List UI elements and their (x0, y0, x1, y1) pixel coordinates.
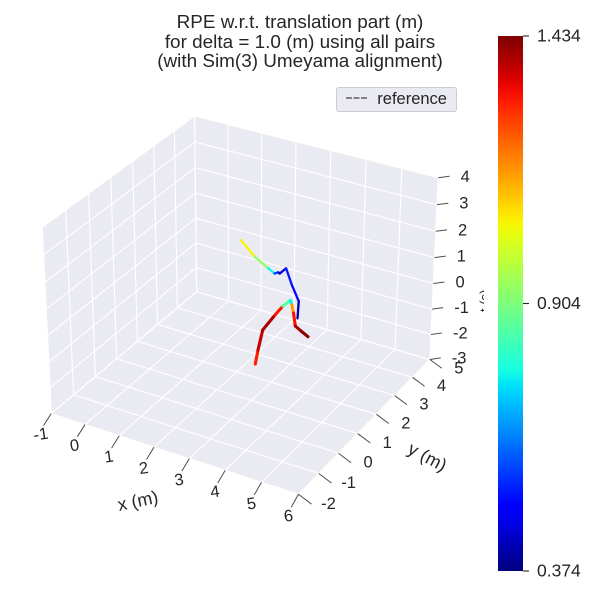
svg-text:1: 1 (383, 434, 392, 452)
svg-text:6: 6 (283, 507, 295, 526)
svg-text:0: 0 (455, 274, 464, 292)
svg-text:5: 5 (246, 495, 258, 514)
svg-text:1.434: 1.434 (537, 26, 581, 46)
svg-text:0: 0 (364, 454, 373, 472)
svg-text:4: 4 (461, 168, 470, 186)
svg-text:-2: -2 (453, 324, 468, 342)
svg-text:-1: -1 (454, 299, 469, 317)
svg-text:2: 2 (138, 459, 150, 478)
svg-text:-1: -1 (32, 425, 49, 445)
svg-text:1: 1 (103, 448, 115, 467)
svg-text:3: 3 (419, 396, 428, 414)
svg-text:4: 4 (209, 482, 221, 501)
svg-text:0: 0 (69, 436, 81, 455)
svg-text:0.904: 0.904 (537, 293, 581, 313)
svg-text:x (m): x (m) (116, 487, 160, 515)
svg-text:0.374: 0.374 (537, 561, 581, 581)
svg-text:-1: -1 (341, 474, 356, 492)
svg-text:4: 4 (437, 377, 446, 395)
svg-text:-2: -2 (321, 495, 336, 513)
svg-text:t (s): t (s) (477, 290, 492, 312)
svg-text:2: 2 (401, 415, 410, 433)
svg-text:-3: -3 (452, 349, 467, 367)
svg-text:3: 3 (173, 471, 185, 490)
svg-text:y (m): y (m) (405, 439, 451, 476)
svg-text:1: 1 (457, 248, 466, 266)
svg-text:2: 2 (458, 221, 467, 239)
svg-text:3: 3 (459, 195, 468, 213)
